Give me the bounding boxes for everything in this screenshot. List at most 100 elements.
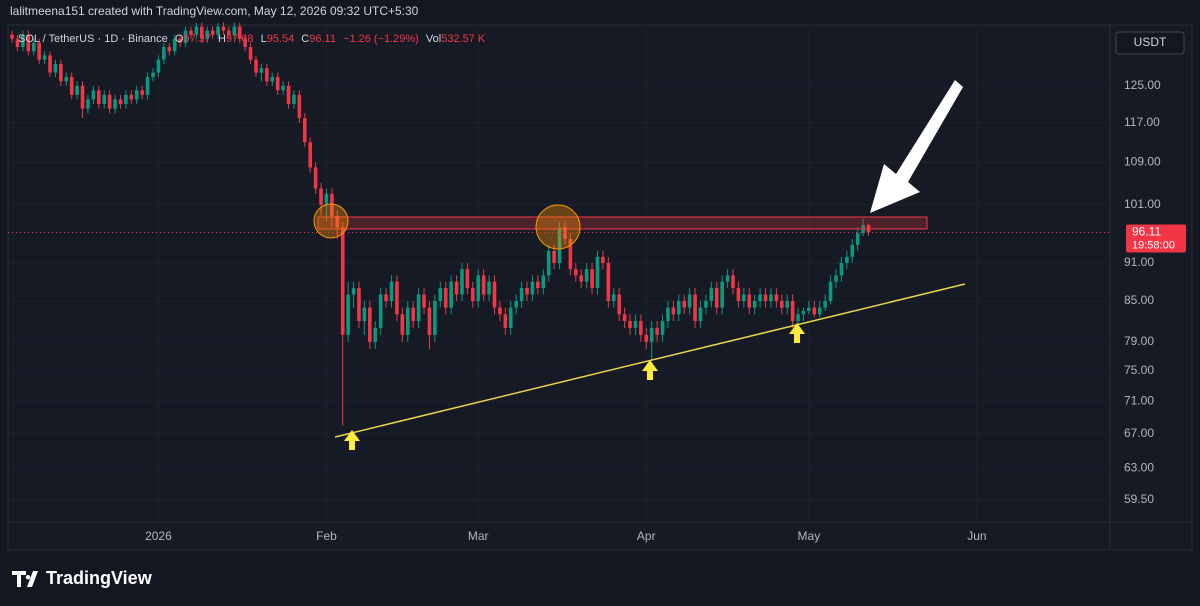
candle-body [454,281,459,295]
candle-body [210,30,215,35]
candle-body [807,307,811,311]
candle-body [443,288,448,308]
highlight-circle [313,203,349,239]
candle-body [286,85,291,104]
candle-body [156,59,161,73]
x-tick-label: Feb [316,529,337,543]
candle-body [660,321,665,335]
candle-body [10,34,14,39]
candle-body [433,301,437,335]
candle-body [508,307,513,328]
symbol: SOL / TetherUS · 1D · Binance [18,33,168,45]
candle-body [357,288,361,322]
candle-body [742,294,746,302]
candle-body [15,38,20,48]
candle-body [552,250,556,263]
candle-body [563,227,567,239]
candle-body [736,288,741,302]
candle-body [96,90,101,104]
candle-body [790,301,795,322]
currency: USDT [1134,35,1167,49]
candle-body [579,275,584,282]
candle-body [828,281,833,302]
candle-body [812,307,817,315]
candle-body [855,233,860,245]
candle-body [422,294,426,308]
last-price-bg [1126,224,1186,253]
candle-body [254,59,258,73]
candle-body [449,281,453,308]
candle-body [178,38,182,43]
candle-body [324,193,329,205]
brand-logo: TradingView [12,568,153,588]
candle-body [389,281,394,302]
candle-body [275,76,280,91]
candle-body [481,275,486,295]
y-tick-label: 71.00 [1124,394,1154,408]
candle-body [281,85,285,91]
candle-body [124,94,128,104]
candle-body [189,30,193,35]
candle-body [26,34,31,52]
candle-body [525,288,529,295]
open-value: 97.37 [183,33,211,45]
y-tick-label: 85.00 [1124,293,1154,307]
candle-body [568,238,573,270]
candle-body [476,275,481,302]
change: −1.26 (−1.29%) [343,33,419,45]
y-tick-label: 75.00 [1124,363,1154,377]
candle-body [584,269,589,282]
candle-body [546,250,551,276]
candle-body [373,327,378,342]
candle-body [693,294,697,322]
candle-body [248,47,253,60]
candle-body [335,215,340,228]
candle-body [460,269,464,295]
candle-body [134,90,139,100]
resistance-zone [317,216,928,230]
candle-body [590,269,594,289]
candle-body [140,90,144,95]
candle-body [557,227,562,263]
currency-button[interactable] [1115,31,1185,55]
candle-body [731,275,735,289]
candle-body [644,334,649,342]
candle-body [666,307,670,322]
candle-body [118,99,123,104]
candle-body [714,288,719,308]
candle-body [639,321,643,335]
candle-body [617,294,621,315]
candle-body [302,117,307,143]
candle-body [64,76,69,82]
candle-body [21,34,25,48]
candle-body [536,281,540,289]
candle-body [351,288,356,295]
candle-body [774,294,779,302]
candle-body [199,26,204,39]
candle-body [530,281,535,295]
candle-body [411,307,415,322]
y-tick-label: 59.50 [1124,492,1154,506]
candle-body [37,42,41,60]
candle-body [319,188,323,205]
candle-body [823,301,827,308]
candle-body [313,167,318,189]
candle-body [709,288,714,302]
close-label: C [301,33,309,45]
low-label: L [261,33,267,45]
candle-body [292,94,296,104]
y-tick-label: 91.00 [1124,255,1154,269]
candle-body [69,76,74,95]
candle-body [59,63,63,82]
grid [8,25,1110,522]
candle-body [172,38,177,52]
logo-icon [12,571,38,587]
candle-body [769,294,773,302]
candle-body [405,307,410,335]
x-tick-label: Jun [967,529,986,543]
vol-label: Vol [426,33,441,45]
drawings [313,80,966,450]
candle-body [498,307,502,315]
candle-body [75,85,79,95]
